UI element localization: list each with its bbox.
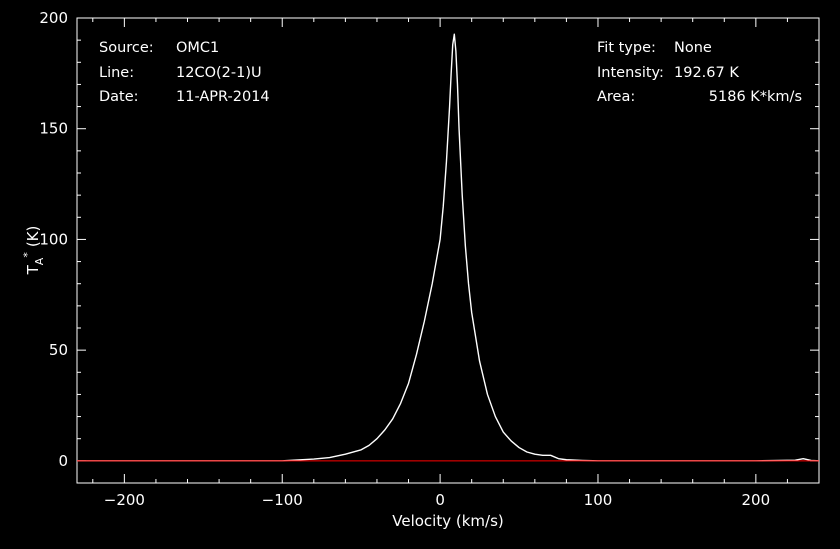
x-tick-labels: −200 −100 0 100 200: [104, 491, 770, 509]
source-label: Source:: [99, 40, 154, 56]
area-value: 5186 K*km/s: [709, 89, 802, 105]
y-axis-title-sub: A: [33, 257, 46, 265]
x-tick-label: −100: [262, 491, 303, 509]
intensity-value: 192.67 K: [674, 65, 739, 81]
y-tick-label: 50: [49, 341, 68, 359]
y-axis-title-sup: *: [21, 252, 34, 258]
line-label: Line:: [99, 65, 134, 81]
fit-type-value: None: [674, 40, 712, 56]
y-tick-label: 150: [39, 120, 68, 138]
source-value: OMC1: [176, 40, 219, 56]
y-tick-labels: 0 50 100 150 200: [39, 9, 68, 470]
y-axis-title-base: T: [24, 264, 42, 275]
spectrum-line: [77, 33, 820, 462]
date-label: Date:: [99, 89, 139, 105]
area-label: Area:: [597, 89, 635, 105]
y-axis-title-unit: (K): [24, 226, 42, 248]
line-value: 12CO(2-1)U: [176, 65, 262, 81]
y-tick-label: 0: [58, 452, 68, 470]
x-tick-label: 100: [584, 491, 613, 509]
series-group: [77, 33, 820, 462]
x-tick-label: 0: [435, 491, 445, 509]
plot-frame: [76, 17, 820, 484]
fit-type-label: Fit type:: [597, 40, 656, 56]
y-axis-title: TA* (K): [21, 226, 46, 276]
date-value: 11-APR-2014: [176, 89, 270, 105]
x-tick-label: 200: [742, 491, 771, 509]
intensity-label: Intensity:: [597, 65, 664, 81]
x-tick-label: −200: [104, 491, 145, 509]
y-tick-label: 100: [39, 230, 68, 248]
y-tick-label: 200: [39, 9, 68, 27]
axis-ticks: [77, 17, 820, 484]
svg-text:TA*(K): TA* (K): [21, 226, 46, 276]
x-axis-title: Velocity (km/s): [392, 512, 503, 530]
